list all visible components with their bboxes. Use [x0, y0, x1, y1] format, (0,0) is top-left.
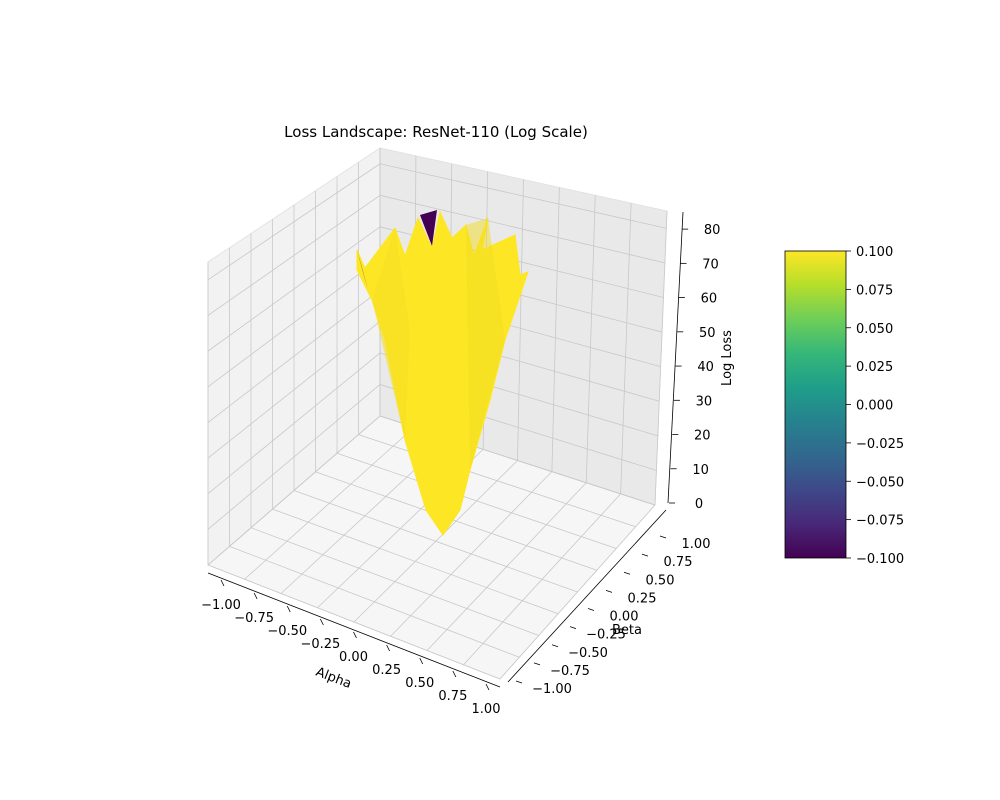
- colorbar-tick-label: −0.100: [856, 552, 904, 567]
- z-axis-line: [667, 211, 684, 504]
- surface-dark-tip: [420, 210, 437, 246]
- z-tick-label: 20: [694, 429, 711, 444]
- x-tick-label: 1.00: [472, 702, 501, 717]
- y-tick-label: 0.75: [664, 555, 693, 570]
- wall-grid-z: [207, 258, 381, 388]
- wall-grid-z: [207, 194, 381, 316]
- surface-dark-edge: [357, 250, 368, 290]
- y-tick-mark: [533, 662, 541, 666]
- wall-grid-z: [379, 194, 665, 264]
- y-tick-mark: [605, 589, 613, 593]
- y-tick-label: −0.25: [586, 628, 626, 643]
- x-tick-mark: [386, 644, 390, 652]
- z-tick-label: 10: [692, 463, 709, 478]
- wall-grid-z: [207, 226, 381, 352]
- colorbar: [784, 250, 847, 559]
- x-tick-label: −0.50: [267, 624, 307, 639]
- z-tick-label: 50: [699, 326, 716, 341]
- wall-grid-alpha: [620, 203, 632, 494]
- y-tick-mark: [515, 680, 523, 684]
- floor-grid-beta: [250, 527, 539, 636]
- colorbar-tick-label: 0.000: [856, 399, 893, 414]
- y-tick-mark: [551, 644, 559, 648]
- x-axis-ticks: −1.00−0.75−0.50−0.250.00 0.25 0.50 0.75 1.00: [201, 579, 501, 717]
- wall-grid-z: [207, 352, 381, 495]
- x-tick-label: −0.75: [234, 611, 274, 626]
- wall-grid-z: [207, 384, 381, 530]
- x-tick-label: 0.50: [405, 676, 434, 691]
- floor-grid-beta: [229, 546, 520, 658]
- z-axis-ticks: 0 10 20 30 40 50 60 70 80: [669, 223, 720, 512]
- x-tick-label: 0.25: [372, 663, 401, 678]
- x-tick-label: 0.75: [438, 689, 467, 704]
- y-tick-mark: [623, 571, 631, 575]
- y-axis-ticks: −1.00 −0.75 −0.50 −0.25 0.00 0.25 0.50 0.75 1.00: [515, 535, 711, 697]
- x-axis-label: Alpha: [314, 665, 354, 692]
- wall-grid-alpha: [551, 187, 560, 472]
- y-tick-label: −1.00: [532, 682, 572, 697]
- x-tick-mark: [220, 579, 225, 587]
- y-tick-label: 1.00: [682, 537, 711, 552]
- colorbar-tick-label: 0.075: [856, 283, 893, 298]
- colorbar-tick-label: −0.050: [856, 475, 904, 490]
- wall-grid-alpha: [517, 179, 524, 461]
- colorbar-tick-label: −0.075: [856, 514, 904, 529]
- y-tick-label: −0.50: [568, 646, 608, 661]
- surface-inner-shade-right: [466, 218, 505, 470]
- chart-title: Loss Landscape: ResNet-110 (Log Scale): [284, 123, 588, 141]
- x-tick-mark: [286, 605, 291, 613]
- x-axis-line: [207, 572, 501, 688]
- z-tick-label: 60: [701, 292, 718, 307]
- z-tick-label: 70: [702, 257, 719, 272]
- y-tick-mark: [641, 553, 649, 557]
- z-tick-label: 80: [704, 223, 721, 238]
- x-tick-label: −1.00: [201, 598, 241, 613]
- y-tick-mark: [659, 535, 667, 539]
- y-tick-mark: [569, 626, 577, 630]
- y-tick-label: 0.50: [646, 573, 675, 588]
- wall-grid-z: [207, 163, 381, 281]
- wall-grid-alpha: [585, 195, 596, 483]
- y-tick-label: 0.25: [628, 591, 657, 606]
- x-tick-mark: [419, 657, 424, 665]
- floor-grid-beta: [207, 564, 501, 680]
- colorbar-tick-label: 0.100: [856, 245, 893, 260]
- floor-grid-beta: [293, 490, 578, 593]
- x-tick-mark: [353, 631, 357, 639]
- loss-surface: [356, 210, 529, 536]
- floor-grid-beta: [272, 508, 559, 615]
- x-tick-label: −0.25: [300, 637, 340, 652]
- y-tick-label: 0.00: [610, 610, 639, 625]
- z-tick-label: 30: [696, 394, 713, 409]
- surface-inner-shade: [372, 228, 410, 440]
- floor-grid-beta: [336, 452, 617, 549]
- x-tick-mark: [485, 683, 490, 691]
- wall-grid-z: [207, 289, 381, 423]
- colorbar-tick-label: 0.050: [856, 322, 893, 337]
- floor-grid-beta: [315, 471, 598, 571]
- x-tick-mark: [253, 592, 258, 600]
- z-tick-label: 0: [695, 497, 703, 512]
- z-axis-label: Log Loss: [720, 330, 735, 386]
- x-tick-mark: [452, 670, 457, 678]
- colorbar-ticks: −0.100 −0.075 −0.050 −0.025 0.000 0.025 0.050 0…: [846, 245, 904, 567]
- y-tick-mark: [587, 608, 595, 611]
- wall-grid-z: [379, 163, 667, 229]
- y-axis-line: [507, 509, 667, 683]
- wall-grid-z: [207, 321, 381, 459]
- wall-grid-z: [207, 415, 381, 566]
- colorbar-tick-label: 0.025: [856, 360, 893, 375]
- y-tick-label: −0.75: [550, 664, 590, 679]
- floor-grid-beta: [358, 434, 636, 528]
- axis-lines: [207, 211, 684, 688]
- colorbar-tick-label: −0.025: [856, 437, 904, 452]
- x-tick-mark: [320, 618, 324, 626]
- z-tick-label: 40: [697, 360, 714, 375]
- y-axis-label: Beta: [612, 623, 642, 638]
- x-tick-label: 0.00: [339, 650, 368, 665]
- wall-grid-alpha: [654, 210, 668, 506]
